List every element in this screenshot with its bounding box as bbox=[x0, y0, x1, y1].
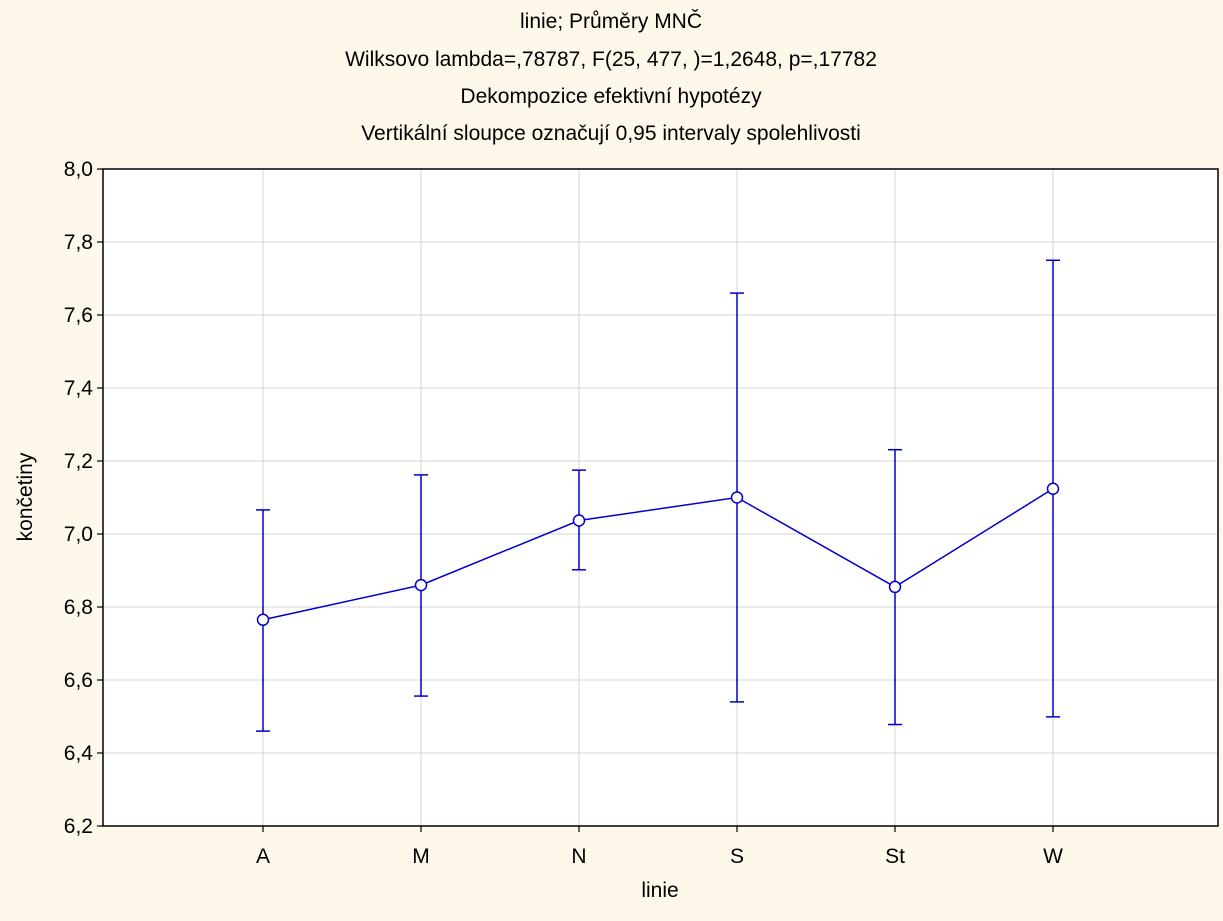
y-tick-label: 6,8 bbox=[64, 596, 93, 619]
chart-title: linie; Průměry MNČ Wilksovo lambda=,7878… bbox=[345, 10, 877, 145]
series-group bbox=[256, 259, 1060, 732]
y-axis-label: končetiny bbox=[14, 452, 37, 541]
y-tick-label: 6,4 bbox=[64, 742, 94, 765]
x-axis: A M N S St W bbox=[256, 826, 1063, 868]
title-line-3: Dekompozice efektivní hypotézy bbox=[460, 85, 762, 108]
mean-line bbox=[262, 488, 1054, 621]
y-axis: 6,2 6,4 6,6 6,8 7,0 7,2 7,4 7,6 7,8 8,0 bbox=[64, 158, 103, 838]
y-tick-label: 6,2 bbox=[64, 815, 93, 838]
plot-frame bbox=[102, 168, 1219, 827]
x-tick-label: S bbox=[730, 845, 744, 868]
x-tick-label: St bbox=[885, 845, 905, 868]
y-tick-label: 8,0 bbox=[64, 158, 93, 181]
mean-point bbox=[1046, 482, 1060, 495]
y-tick-label: 7,2 bbox=[64, 450, 93, 473]
mean-point bbox=[572, 514, 586, 527]
mean-point bbox=[888, 580, 902, 594]
mean-point bbox=[730, 491, 744, 504]
title-line-2: Wilksovo lambda=,78787, F(25, 477, )=1,2… bbox=[345, 48, 877, 71]
y-tick-label: 7,4 bbox=[64, 377, 94, 400]
x-tick-label: A bbox=[256, 845, 270, 868]
y-tick-label: 7,6 bbox=[64, 304, 93, 327]
x-tick-label: N bbox=[571, 845, 586, 868]
y-tick-label: 7,0 bbox=[64, 523, 93, 546]
plot-area bbox=[103, 169, 1218, 826]
x-tick-label: W bbox=[1043, 845, 1063, 868]
x-tick-label: M bbox=[412, 845, 430, 868]
title-line-1: linie; Průměry MNČ bbox=[520, 10, 702, 33]
mean-point bbox=[414, 578, 428, 592]
y-tick-label: 6,6 bbox=[64, 669, 93, 692]
title-line-4: Vertikální sloupce označují 0,95 interva… bbox=[361, 122, 861, 145]
mean-point bbox=[256, 613, 270, 627]
y-tick-label: 7,8 bbox=[64, 231, 93, 254]
x-axis-label: linie bbox=[641, 879, 678, 902]
